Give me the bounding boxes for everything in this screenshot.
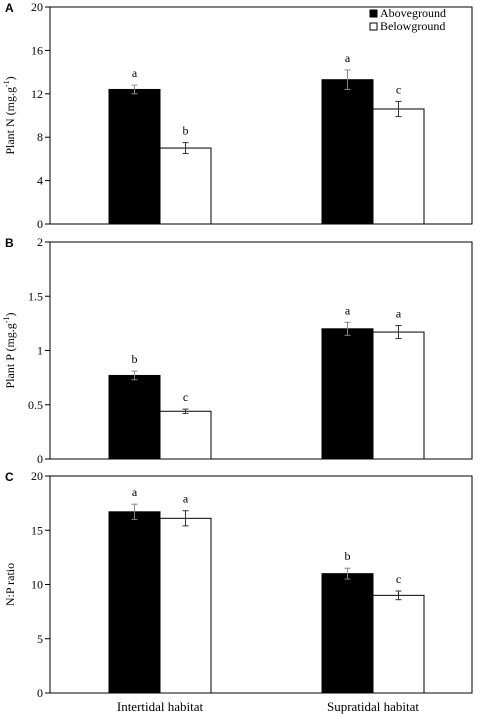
bar-aboveground bbox=[108, 511, 161, 694]
y-tick-label: 4 bbox=[37, 174, 43, 188]
panel-c: C 0 5 10 15 20 N:P ratio a a b c Intertidal habitat… bbox=[3, 469, 473, 714]
y-tick-label: 0 bbox=[37, 217, 43, 231]
panel-letter: A bbox=[5, 1, 14, 15]
y-tick-label: 12 bbox=[31, 87, 43, 101]
significance-letter: a bbox=[396, 307, 402, 321]
y-tick-label: 2 bbox=[37, 235, 43, 249]
panel-b: B 0 0.5 1 1.5 2 Plant P (mg.g-1) b c a a bbox=[2, 235, 473, 466]
bar-aboveground bbox=[321, 79, 374, 225]
category-label: Intertidal habitat bbox=[117, 699, 204, 714]
y-tick-label: 1.5 bbox=[28, 289, 43, 303]
legend-swatch bbox=[369, 22, 378, 31]
significance-letter: a bbox=[183, 492, 189, 506]
bar-belowground bbox=[159, 147, 212, 225]
bar-aboveground bbox=[321, 328, 374, 460]
significance-letter: c bbox=[183, 390, 188, 404]
legend-label: Belowground bbox=[380, 19, 445, 33]
bar-belowground bbox=[159, 410, 212, 460]
bar-belowground bbox=[159, 517, 212, 694]
y-tick-label: 10 bbox=[31, 578, 43, 592]
bar-belowground bbox=[372, 108, 425, 225]
y-tick-label: 15 bbox=[31, 523, 43, 537]
bar-aboveground bbox=[108, 88, 161, 225]
significance-letter: a bbox=[345, 51, 351, 65]
bar-aboveground bbox=[108, 374, 161, 460]
bar-aboveground bbox=[321, 573, 374, 694]
y-tick-label: 0 bbox=[37, 686, 43, 700]
legend-swatch bbox=[369, 9, 378, 18]
y-tick-label: 16 bbox=[31, 43, 43, 57]
y-tick-label: 8 bbox=[37, 130, 43, 144]
y-tick-label: 20 bbox=[31, 469, 43, 483]
significance-letter: a bbox=[345, 303, 351, 317]
significance-letter: b bbox=[345, 549, 351, 563]
y-tick-label: 0.5 bbox=[28, 398, 43, 412]
significance-letter: c bbox=[396, 82, 401, 96]
bar-belowground bbox=[372, 331, 425, 460]
y-tick-label: 0 bbox=[37, 452, 43, 466]
panel-letter: B bbox=[5, 236, 14, 250]
y-tick-label: 5 bbox=[37, 632, 43, 646]
category-label: Supratidal habitat bbox=[327, 699, 419, 714]
y-axis-label: Plant N (mg.g-1) bbox=[2, 76, 17, 154]
significance-letter: a bbox=[132, 485, 138, 499]
legend-label: Aboveground bbox=[380, 6, 446, 20]
y-tick-label: 1 bbox=[37, 344, 43, 358]
y-axis-label: N:P ratio bbox=[3, 563, 17, 606]
bar-belowground bbox=[372, 594, 425, 694]
y-tick-label: 20 bbox=[31, 0, 43, 14]
significance-letter: b bbox=[183, 124, 189, 138]
significance-letter: b bbox=[132, 352, 138, 366]
panel-letter: C bbox=[5, 470, 14, 484]
plot-frame bbox=[49, 6, 473, 225]
panel-a: A 0 4 8 12 16 20 Plant N (mg.g-1) a b a c Abovegroun… bbox=[2, 0, 473, 231]
significance-letter: c bbox=[396, 572, 401, 586]
y-axis-label: Plant P (mg.g-1) bbox=[2, 313, 17, 389]
significance-letter: a bbox=[132, 66, 138, 80]
